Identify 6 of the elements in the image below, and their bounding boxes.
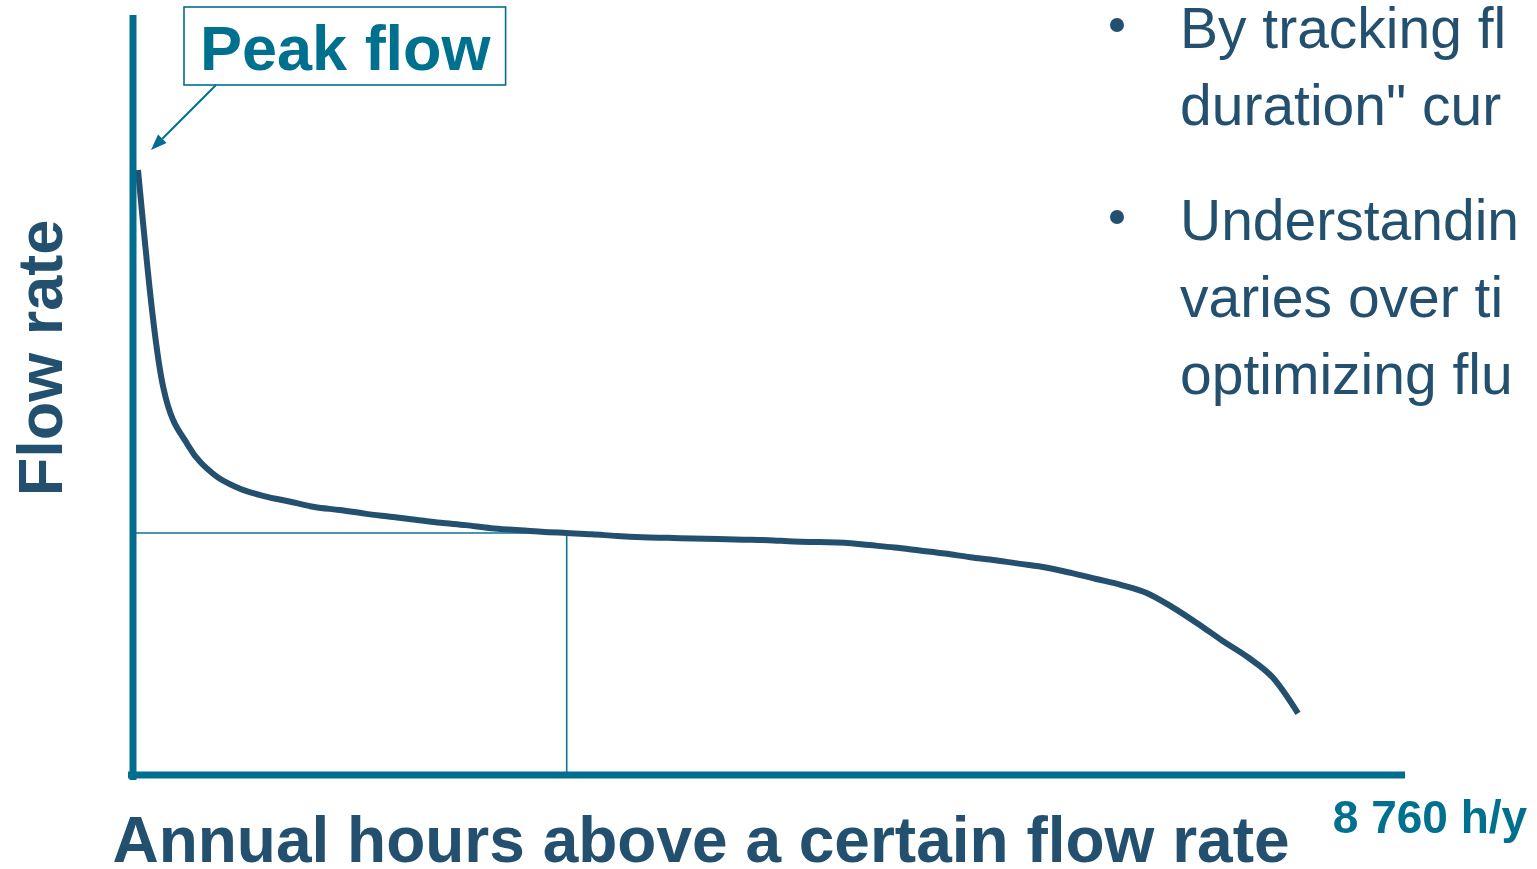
text: Peak flow: [200, 13, 492, 83]
y-axis-title: Flow rate: [5, 219, 75, 497]
annotation: Understandin varies over ti optimizing flu: [1180, 188, 1520, 406]
text: 8 760 h/y: [1332, 791, 1528, 843]
x-axis-title: Annual hours above a certain flow rate: [112, 804, 1290, 869]
text: By tracking fl duration" cur: [1180, 0, 1507, 137]
